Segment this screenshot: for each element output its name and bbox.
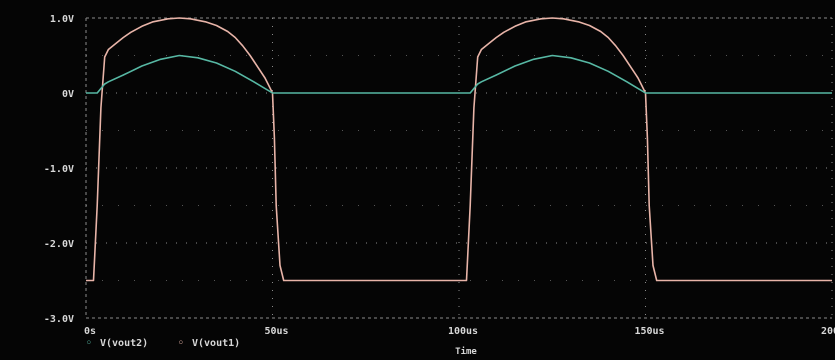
- x-tick-label-0: 0s: [84, 326, 96, 337]
- legend-marker-vout1: ◦: [178, 338, 184, 349]
- legend: ◦ V(vout2) ◦ V(vout1): [86, 338, 240, 349]
- x-tick-label-1: 50us: [264, 326, 288, 337]
- y-tick-label-2: -1.0V: [44, 164, 74, 175]
- x-tick-label-3: 150us: [634, 326, 664, 337]
- y-tick-label-1: 0V: [62, 89, 74, 100]
- grid: [85, 17, 833, 319]
- legend-label-vout1: V(vout1): [192, 338, 240, 349]
- x-tick-label-4: 200us: [821, 326, 835, 337]
- series-line-v-vout2: [86, 17, 832, 282]
- x-axis-label: Time: [455, 346, 477, 356]
- y-tick-labels: 1.0V 0V -1.0V -2.0V -3.0V: [44, 14, 74, 325]
- x-tick-label-2: 100us: [448, 326, 478, 337]
- series-line-v-vout1: [86, 54, 832, 94]
- series-layer: [86, 17, 832, 282]
- legend-marker-vout2: ◦: [86, 338, 92, 349]
- x-tick-labels: 0s 50us 100us 150us 200us: [84, 326, 835, 337]
- y-tick-label-0: 1.0V: [50, 14, 74, 25]
- legend-label-vout2: V(vout2): [100, 338, 148, 349]
- y-tick-label-3: -2.0V: [44, 239, 74, 250]
- y-tick-label-4: -3.0V: [44, 314, 74, 325]
